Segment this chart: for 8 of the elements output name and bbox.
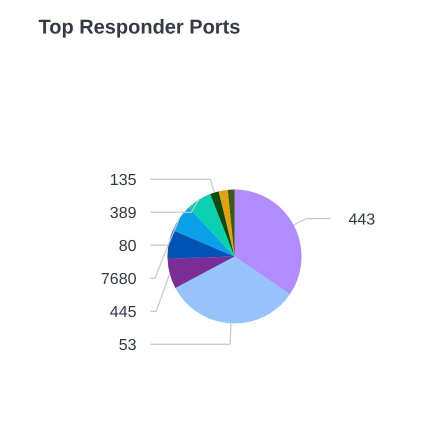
slice-label: 389 — [110, 205, 137, 222]
slice-label: 135 — [110, 172, 137, 190]
slice-label: 445 — [110, 304, 137, 322]
chart-title: Top Responder Ports — [38, 16, 240, 38]
slice-label: 443 — [348, 212, 376, 229]
slice-label: 53 — [118, 337, 137, 354]
slice-label: 80 — [118, 238, 137, 256]
slice-label: 7680 — [100, 271, 137, 288]
